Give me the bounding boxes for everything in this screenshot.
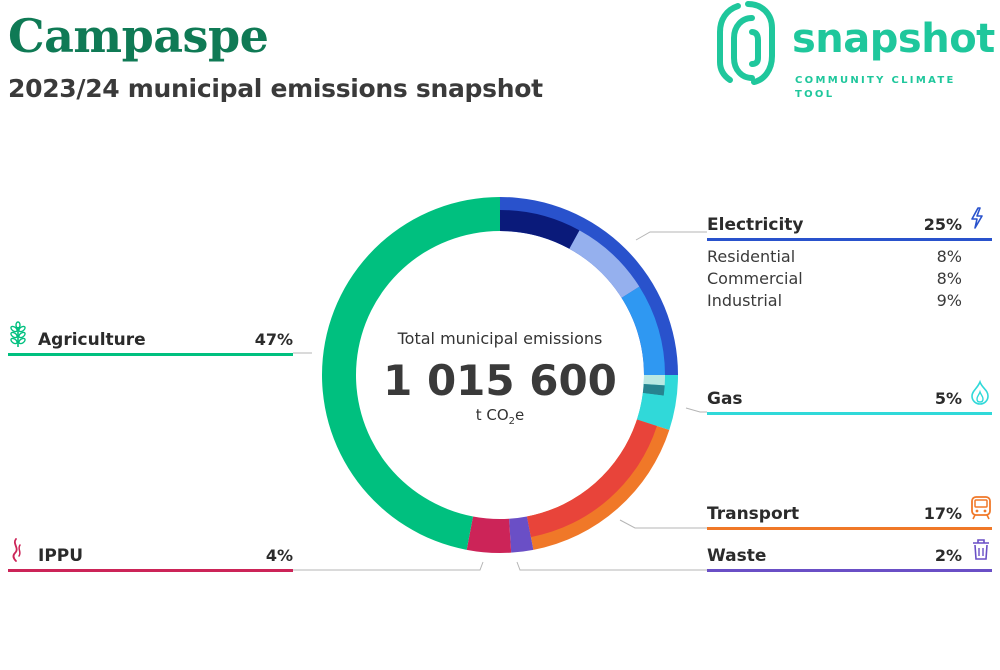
legend-label-agriculture: Agriculture: [38, 330, 146, 350]
flame-icon: [971, 379, 989, 405]
brand-name: snapshot: [792, 16, 995, 62]
donut-subsegment-gas-2: [642, 384, 665, 396]
legend-gas: Gas 5%: [707, 379, 992, 415]
leader-line-waste: [516, 561, 707, 571]
page-title: Campaspe: [8, 9, 269, 63]
sub-label-commercial: Commercial: [707, 269, 803, 288]
sub-value-residential: 8%: [937, 247, 962, 266]
brand-tagline: COMMUNITY CLIMATE TOOL: [795, 75, 956, 100]
leader-line-transport: [619, 519, 707, 529]
donut-subsegment-electricity-2: [569, 230, 640, 298]
legend-ippu: IPPU 4%: [8, 538, 293, 572]
legend-value-transport: 17%: [924, 504, 962, 523]
legend-agriculture: Agriculture 47%: [8, 321, 293, 356]
legend-underline-waste: [707, 569, 992, 572]
legend-transport: Transport 17%: [707, 496, 992, 530]
sub-label-residential: Residential: [707, 247, 795, 266]
donut-subsegment-gas-3: [636, 393, 664, 426]
legend-underline-agriculture: [8, 353, 293, 356]
donut-segment-agriculture: [322, 197, 500, 550]
bin-icon: [973, 539, 989, 560]
smoke-icon: [12, 538, 21, 562]
donut-subsegment-electricity-1: [500, 210, 580, 249]
legend-label-waste: Waste: [707, 546, 766, 566]
donut-segment-ippu: [466, 516, 512, 553]
legend-electricity: Electricity 25% Residential 8% Commercial 8% I…: [707, 207, 992, 310]
legend-value-electricity: 25%: [924, 215, 962, 234]
donut-subsegment-transport-1: [526, 419, 657, 538]
sector-labels: Electricity 25% Residential 8% Commercial 8% I…: [8, 207, 992, 572]
leader-line-ippu: [293, 561, 484, 571]
legend-value-waste: 2%: [935, 546, 962, 565]
wheat-icon: [10, 321, 26, 347]
legend-underline-gas: [707, 412, 992, 415]
legend-label-electricity: Electricity: [707, 215, 804, 235]
sub-value-commercial: 8%: [937, 269, 962, 288]
leader-line-electricity: [635, 231, 707, 241]
donut-subsegment-gas-1: [643, 375, 665, 386]
donut-inner-ring: [500, 210, 665, 538]
donut-subsegment-electricity-3: [621, 286, 665, 375]
legend-underline-transport: [707, 527, 992, 530]
leader-lines: [293, 231, 707, 571]
sub-label-industrial: Industrial: [707, 291, 782, 310]
sub-value-industrial: 9%: [937, 291, 962, 310]
center-total-value: 1 015 600: [383, 356, 617, 405]
legend-label-transport: Transport: [707, 504, 799, 524]
page-subtitle: 2023/24 municipal emissions snapshot: [8, 74, 543, 103]
legend-waste: Waste 2%: [707, 539, 992, 572]
legend-value-agriculture: 47%: [255, 330, 293, 349]
center-unit: t CO2e: [476, 406, 525, 427]
leader-line-gas: [685, 407, 707, 413]
center-label: Total municipal emissions: [397, 329, 603, 348]
legend-label-ippu: IPPU: [38, 546, 83, 566]
fingerprint-logo-icon: [717, 1, 775, 85]
legend-value-gas: 5%: [935, 389, 962, 408]
legend-value-ippu: 4%: [266, 546, 293, 565]
donut-segment-waste: [509, 516, 534, 553]
legend-underline-ippu: [8, 569, 293, 572]
legend-label-gas: Gas: [707, 389, 743, 409]
train-icon: [971, 496, 991, 520]
lightning-icon: [971, 207, 983, 229]
legend-underline-electricity: [707, 238, 992, 241]
